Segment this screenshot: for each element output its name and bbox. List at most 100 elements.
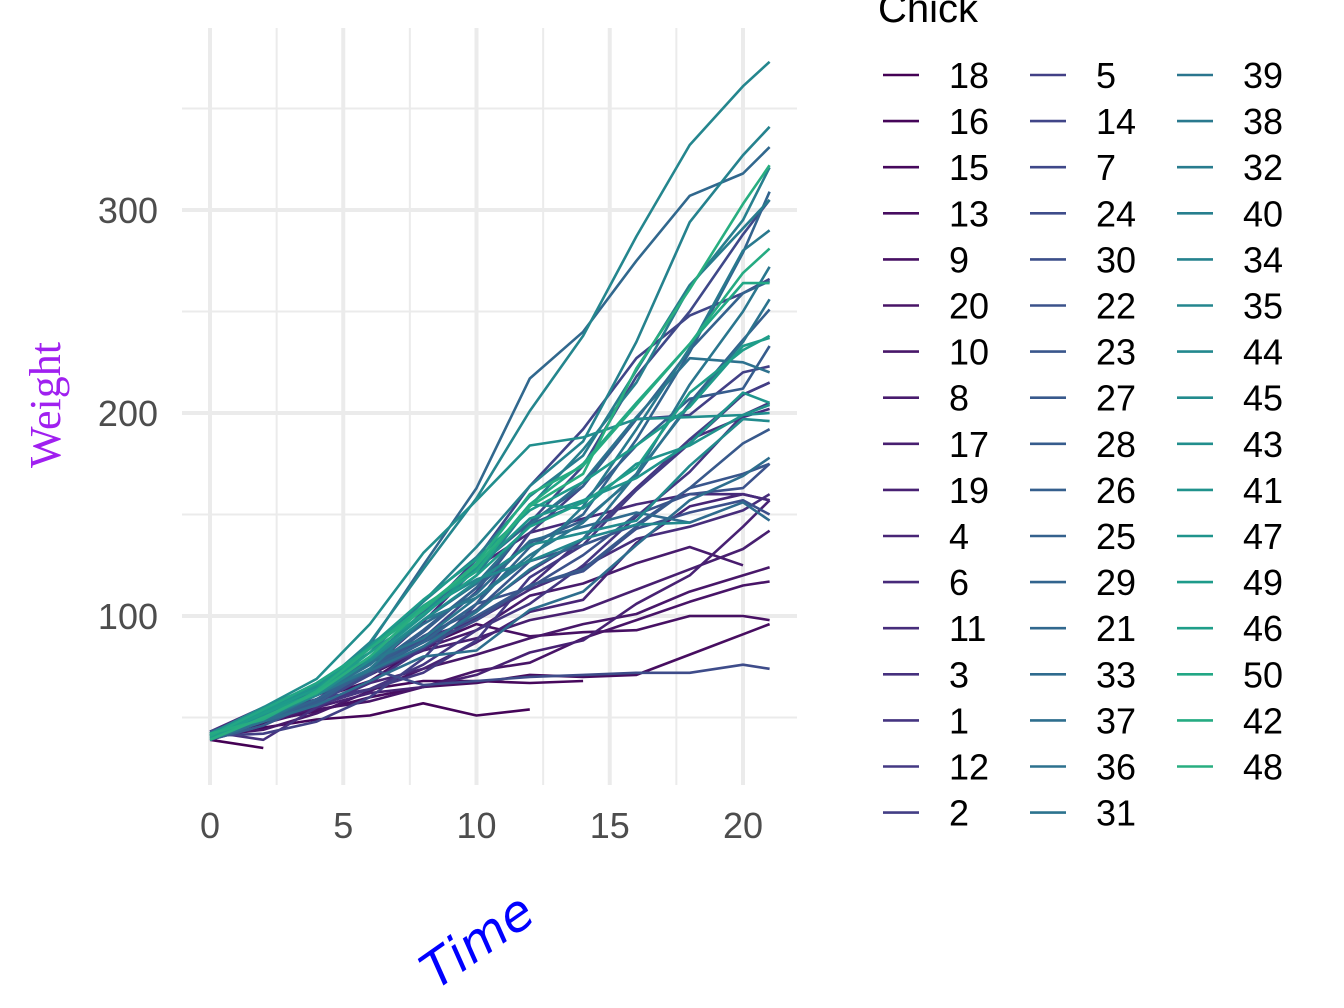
legend-label: 8 [949, 378, 969, 419]
legend-label: 17 [949, 424, 989, 465]
series-line-46 [209, 334, 771, 739]
legend-label: 48 [1243, 747, 1283, 788]
legend-item: 11 [883, 608, 986, 649]
legend-label: 34 [1243, 239, 1283, 280]
legend-label: 37 [1096, 700, 1136, 741]
legend-item: 10 [883, 332, 989, 373]
legend-item: 3 [883, 654, 969, 695]
legend-label: 35 [1243, 286, 1283, 327]
legend-label: 11 [949, 608, 986, 649]
legend-item: 32 [1177, 147, 1283, 188]
legend-item: 12 [883, 747, 989, 788]
legend-item: 31 [1030, 793, 1136, 834]
legend-item: 20 [883, 286, 989, 327]
legend-item: 49 [1177, 562, 1283, 603]
legend-label: 32 [1243, 147, 1283, 188]
legend-label: 12 [949, 747, 989, 788]
legend-label: 7 [1096, 147, 1116, 188]
legend-label: 2 [949, 793, 969, 834]
legend-item: 16 [883, 101, 989, 142]
series-line-18 [209, 738, 264, 750]
legend-label: 13 [949, 193, 989, 234]
legend-item: 5 [1030, 55, 1116, 96]
legend-label: 27 [1096, 378, 1136, 419]
series-line-37 [209, 456, 771, 738]
legend-item: 15 [883, 147, 989, 188]
legend-item: 41 [1177, 470, 1283, 511]
legend-label: 50 [1243, 654, 1283, 695]
legend-item: 9 [883, 239, 969, 280]
y-tick-label: 300 [98, 190, 158, 231]
legend-label: 33 [1096, 654, 1136, 695]
legend-label: 30 [1096, 239, 1136, 280]
x-tick-label: 5 [333, 805, 353, 846]
x-axis-label: Time [410, 882, 545, 1001]
series-line-39 [209, 266, 771, 735]
legend-label: 44 [1243, 332, 1283, 373]
x-tick-labels: 0 5 10 15 20 [200, 805, 763, 846]
legend-label: 47 [1243, 516, 1283, 557]
legend-item: 17 [883, 424, 989, 465]
series-line-38 [209, 229, 771, 738]
legend-item: 30 [1030, 239, 1136, 280]
legend-label: 36 [1096, 747, 1136, 788]
legend-label: 5 [1096, 55, 1116, 96]
legend-item: 48 [1177, 747, 1283, 788]
legend-item: 33 [1030, 654, 1136, 695]
legend-item: 22 [1030, 286, 1136, 327]
legend-item: 44 [1177, 332, 1283, 373]
series-lines [209, 60, 771, 750]
legend-item: 29 [1030, 562, 1136, 603]
legend-item: 4 [883, 516, 969, 557]
legend-title: Chick [878, 0, 979, 31]
legend-item: 34 [1177, 239, 1283, 280]
series-line-10 [209, 566, 770, 738]
y-tick-labels: 100 200 300 [98, 190, 158, 637]
legend-item: 47 [1177, 516, 1283, 557]
legend-label: 45 [1243, 378, 1283, 419]
series-line-34 [209, 125, 771, 738]
legend-label: 19 [949, 470, 989, 511]
legend-item: 45 [1177, 378, 1283, 419]
legend-item: 18 [883, 55, 989, 96]
legend-item: 26 [1030, 470, 1136, 511]
legend-label: 29 [1096, 562, 1136, 603]
legend-label: 26 [1096, 470, 1136, 511]
legend-item: 8 [883, 378, 969, 419]
legend-item: 24 [1030, 193, 1136, 234]
legend-item: 6 [883, 562, 969, 603]
legend-label: 15 [949, 147, 989, 188]
legend-label: 31 [1096, 793, 1136, 834]
legend-item: 14 [1030, 101, 1136, 142]
x-tick-label: 0 [200, 805, 220, 846]
legend-item: 19 [883, 470, 989, 511]
legend-item: 27 [1030, 378, 1136, 419]
x-tick-label: 10 [456, 805, 496, 846]
series-line-19 [209, 499, 771, 733]
legend-label: 14 [1096, 101, 1136, 142]
legend-label: 40 [1243, 193, 1283, 234]
legend-item: 50 [1177, 654, 1283, 695]
x-tick-label: 15 [590, 805, 630, 846]
legend-item: 39 [1177, 55, 1283, 96]
legend-item: 43 [1177, 424, 1283, 465]
y-tick-label: 100 [98, 596, 158, 637]
legend-item: 37 [1030, 700, 1136, 741]
legend-label: 4 [949, 516, 969, 557]
legend-label: 25 [1096, 516, 1136, 557]
y-tick-label: 200 [98, 393, 158, 434]
legend-label: 20 [949, 286, 989, 327]
legend-item: 28 [1030, 424, 1136, 465]
legend-item: 42 [1177, 700, 1283, 741]
series-line-43 [209, 411, 770, 735]
legend-label: 16 [949, 101, 989, 142]
legend-label: 49 [1243, 562, 1283, 603]
series-line-29 [209, 191, 771, 742]
legend-label: 3 [949, 654, 969, 695]
legend-label: 21 [1096, 608, 1136, 649]
legend-label: 23 [1096, 332, 1136, 373]
series-line-45 [209, 417, 770, 738]
series-line-48 [209, 164, 771, 741]
legend-item: 40 [1177, 193, 1283, 234]
